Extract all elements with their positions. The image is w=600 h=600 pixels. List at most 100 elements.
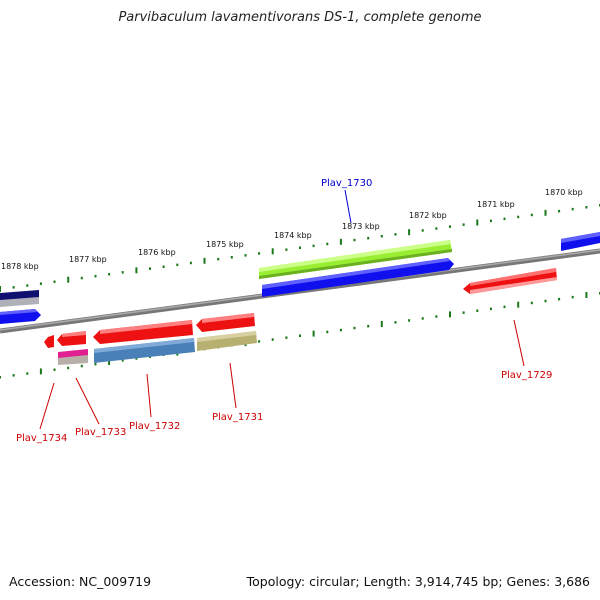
minor-tick [230,256,233,259]
minor-tick [108,273,111,276]
minor-tick [258,252,261,255]
gene-blue-forward-1[interactable] [262,258,454,297]
minor-tick [503,305,506,309]
gene-plav-1733-red[interactable] [57,331,86,346]
minor-tick [394,321,397,324]
gene-label-plav-1734[interactable]: Plav_1734 [16,433,67,444]
minor-tick [558,297,561,301]
minor-tick [217,257,220,261]
minor-tick [299,334,301,337]
gene-blue-left[interactable] [0,309,41,324]
minor-tick [162,265,165,268]
gene-blue-forward-2[interactable] [561,232,600,251]
minor-tick [489,307,492,311]
major-tick [517,301,520,308]
gene-label-plav-1733[interactable]: Plav_1733 [75,427,126,438]
minor-tick [517,215,520,219]
minor-tick [435,315,438,318]
minor-tick [585,206,588,209]
minor-tick [394,233,397,236]
major-tick [380,321,383,327]
leader-plav-1734 [39,382,55,430]
minor-tick [367,236,370,240]
minor-tick [326,242,329,246]
minor-tick [26,284,29,287]
minor-tick [339,328,342,332]
major-tick [408,229,411,236]
minor-tick [462,311,465,314]
minor-tick [476,309,479,312]
minor-tick [571,295,574,299]
leader-plav-1729 [513,319,525,367]
leader-plav-1732 [146,373,152,418]
major-tick [135,267,138,274]
minor-tick [421,229,424,232]
minor-tick [530,301,533,305]
gene-plav-1731[interactable] [197,331,257,351]
kbp-label-1875: 1875 kbp [206,240,244,249]
minor-tick [462,223,465,226]
kbp-label-1877: 1877 kbp [69,255,107,264]
minor-tick [503,217,506,221]
gene-plav-1730[interactable] [259,240,452,279]
map-title: Parvibaculum lavamentivorans DS-1, compl… [118,10,482,25]
minor-tick [135,357,138,360]
gene-red-1731-upper[interactable] [196,313,255,332]
minor-tick [80,364,83,368]
minor-tick [421,317,424,320]
major-tick [271,248,274,255]
minor-tick [380,235,383,238]
minor-tick [435,227,438,230]
gene-plav-1729[interactable] [463,268,557,294]
minor-tick [258,340,261,343]
minor-tick [571,207,574,211]
major-tick [108,359,111,365]
leader-plav-1733 [75,377,100,425]
leader-plav-1730 [344,189,352,224]
minor-tick [39,282,42,285]
gene-red-1732-upper[interactable] [93,320,193,344]
major-tick [339,238,342,245]
gene-navy-left[interactable] [0,290,39,307]
minor-tick [94,362,97,366]
minor-tick [12,374,15,377]
minor-tick [408,319,411,322]
minor-tick [0,376,1,379]
minor-tick [449,225,451,228]
gene-plav-1732[interactable] [94,338,195,363]
minor-tick [353,238,356,242]
major-tick [39,368,42,375]
kbp-label-1871: 1871 kbp [477,200,515,209]
major-tick [449,311,451,318]
minor-tick [530,213,533,217]
gene-label-plav-1732[interactable]: Plav_1732 [129,421,180,432]
minor-tick [121,271,124,274]
minor-tick [312,244,315,248]
kbp-label-1873: 1873 kbp [342,222,380,231]
tick-scale-lower [0,292,600,379]
gene-plav-1733[interactable] [58,349,88,365]
minor-tick [67,366,70,370]
minor-tick [367,324,370,328]
minor-tick [285,248,288,251]
minor-tick [271,338,274,341]
accession-label: Accession: NC_009719 [9,574,152,589]
minor-tick [326,330,329,334]
minor-tick [12,286,15,289]
gene-label-plav-1730[interactable]: Plav_1730 [321,178,372,189]
minor-tick [353,326,356,330]
kbp-label-1872: 1872 kbp [409,211,447,220]
gene-label-plav-1729[interactable]: Plav_1729 [501,370,552,381]
minor-tick [121,359,124,362]
gene-plav-1734[interactable] [44,335,54,348]
kbp-label-1870: 1870 kbp [545,188,583,197]
major-tick [0,286,1,292]
minor-tick [53,368,56,371]
gene-label-plav-1731[interactable]: Plav_1731 [212,412,263,423]
minor-tick [53,280,56,283]
minor-tick [189,261,192,265]
kbp-label-1876: 1876 kbp [138,248,176,257]
minor-tick [558,209,561,213]
minor-tick [299,246,301,249]
minor-tick [149,267,151,270]
